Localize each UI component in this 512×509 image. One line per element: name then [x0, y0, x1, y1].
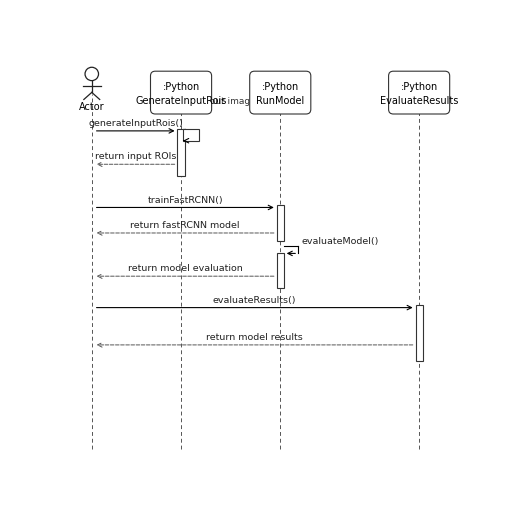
- Text: evaluateModel(): evaluateModel(): [301, 236, 379, 245]
- Text: :Python
RunModel: :Python RunModel: [256, 81, 304, 105]
- FancyBboxPatch shape: [389, 72, 450, 115]
- Text: Actor: Actor: [79, 102, 104, 112]
- Text: :Python
EvaluateResults: :Python EvaluateResults: [380, 81, 458, 105]
- Text: return fastRCNN model: return fastRCNN model: [131, 220, 240, 230]
- Bar: [183, 129, 199, 142]
- FancyBboxPatch shape: [250, 72, 311, 115]
- Text: return model results: return model results: [206, 332, 303, 342]
- Bar: [178, 129, 185, 177]
- Text: return model evaluation: return model evaluation: [128, 264, 243, 273]
- Text: return input ROIs: return input ROIs: [95, 152, 176, 161]
- Text: :Python
GenerateInputRois: :Python GenerateInputRois: [135, 81, 227, 105]
- Text: generateInputRois(): generateInputRois(): [88, 119, 183, 128]
- Bar: [416, 305, 423, 361]
- Bar: [276, 253, 284, 289]
- FancyBboxPatch shape: [151, 72, 211, 115]
- Text: for each input image: for each input image: [161, 97, 255, 106]
- Text: evaluateResults(): evaluateResults(): [213, 295, 296, 304]
- Bar: [276, 206, 284, 241]
- Text: trainFastRCNN(): trainFastRCNN(): [147, 195, 223, 204]
